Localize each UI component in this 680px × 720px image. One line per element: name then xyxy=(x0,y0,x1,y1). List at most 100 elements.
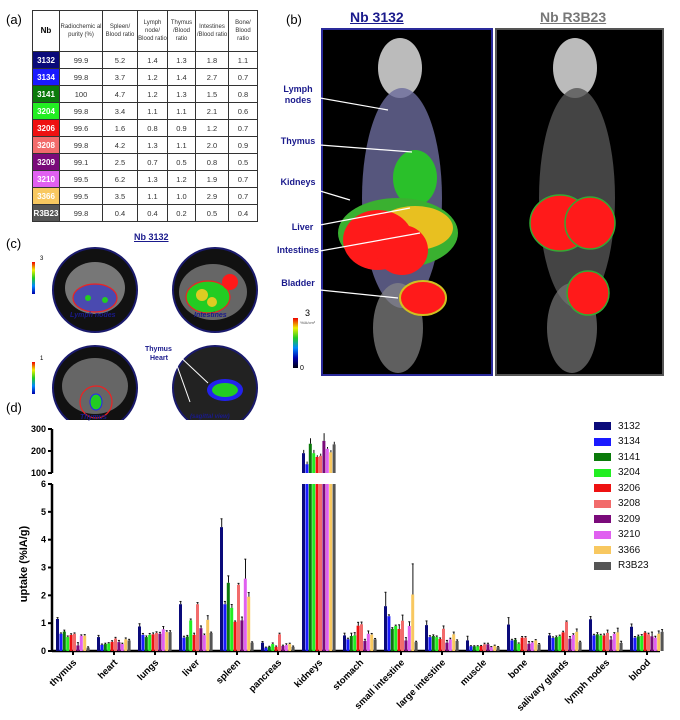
bar-R3B23-stomach xyxy=(373,639,377,651)
bar-3132-heart xyxy=(97,637,100,651)
x-tick-label: lungs xyxy=(135,657,161,683)
legend-item: 3204 xyxy=(594,467,640,479)
legend-item: 3132 xyxy=(594,420,640,432)
legend-item: 3141 xyxy=(594,451,640,463)
legend-swatch xyxy=(594,468,611,477)
bar-3141-small intestine xyxy=(390,628,394,651)
bar-upper-3134-kidneys xyxy=(305,464,309,473)
bar-3366-muscle xyxy=(493,645,497,651)
bar-3210-small intestine xyxy=(407,625,411,651)
bar-3208-spleen xyxy=(237,584,240,651)
table-cell: 1.5 xyxy=(195,85,229,103)
table-cell: 0.7 xyxy=(228,170,258,188)
bar-3209-muscle xyxy=(486,644,490,651)
legend-label: 3141 xyxy=(618,451,641,463)
table-cell: 99.1 xyxy=(59,153,103,171)
table-cell: 1.2 xyxy=(195,119,229,137)
table-cell: 1.1 xyxy=(167,102,196,120)
y-tick-label: 3 xyxy=(41,563,46,573)
table-cell: 99.8 xyxy=(59,204,103,222)
table-cell: 1.1 xyxy=(137,187,168,205)
bar-3210-large intestine xyxy=(448,639,452,651)
image-lymph-nodes xyxy=(52,247,138,333)
legend-label: 3366 xyxy=(618,544,641,556)
bar-3134-salivary glands xyxy=(551,637,555,651)
color-scale-c-top xyxy=(32,262,35,294)
bar-3206-thymus xyxy=(69,634,73,651)
bar-3132-pancreas xyxy=(261,642,264,651)
bar-3206-stomach xyxy=(356,625,360,651)
table-cell: 1.6 xyxy=(102,119,138,137)
table-cell: 1.3 xyxy=(137,136,168,154)
table-header-cell: Nb xyxy=(32,10,60,52)
bar-3209-bone xyxy=(527,643,531,651)
nb-id-cell: 3204 xyxy=(32,102,60,120)
bar-3208-liver xyxy=(196,604,199,651)
legend-swatch xyxy=(594,453,611,461)
table-cell: 1.1 xyxy=(137,102,168,120)
y-tick-label: 6 xyxy=(41,479,46,489)
bar-3209-stomach xyxy=(363,640,367,651)
bar-3366-large intestine xyxy=(452,634,456,651)
bar-3132-small intestine xyxy=(384,606,387,651)
table-cell: 99.8 xyxy=(59,68,103,86)
table-row: 3141 100 4.7 1.2 1.3 1.5 0.8 xyxy=(32,85,258,103)
table-cell: 0.7 xyxy=(228,187,258,205)
bar-3206-pancreas xyxy=(274,646,278,651)
y-tick-label: 100 xyxy=(31,468,46,478)
nanobody-table: Nb Radiochemic al purity (%) Spleen/ Blood… xyxy=(32,10,258,222)
panel-label-c: (c) xyxy=(6,236,22,251)
panel-label-d: (d) xyxy=(6,400,22,415)
bar-3208-stomach xyxy=(360,624,363,651)
nb-id-cell: 3134 xyxy=(32,68,60,86)
bar-3208-small intestine xyxy=(401,620,404,651)
table-row: 3134 99.8 3.7 1.2 1.4 2.7 0.7 xyxy=(32,68,258,86)
bar-3210-muscle xyxy=(489,647,493,651)
panel-label-b: (b) xyxy=(286,12,302,27)
bar-3141-bone xyxy=(513,639,517,651)
bar-R3B23-muscle xyxy=(496,647,500,651)
table-cell: 0.6 xyxy=(228,102,258,120)
table-cell: 1.1 xyxy=(167,136,196,154)
bar-3134-thymus xyxy=(59,633,63,651)
bar-3210-spleen xyxy=(243,578,247,651)
image-thymus xyxy=(52,345,138,420)
legend-swatch xyxy=(594,561,611,570)
table-header-row: Nb Radiochemic al purity (%) Spleen/ Blood… xyxy=(32,10,258,52)
bar-3208-muscle xyxy=(483,644,486,651)
legend-item: 3210 xyxy=(594,529,640,541)
table-cell: 0.5 xyxy=(228,153,258,171)
bar-3209-kidneys xyxy=(322,484,326,651)
bar-3134-blood xyxy=(633,637,637,651)
bar-3210-liver xyxy=(202,635,206,651)
table-cell: 2.5 xyxy=(102,153,138,171)
table-body: 3132 99.9 5.2 1.4 1.3 1.8 1.1 3134 99.8 3.7 1.2 1.4… xyxy=(32,51,258,222)
spect-ct-images xyxy=(320,28,664,376)
bar-3204-muscle xyxy=(476,646,480,651)
axial-images xyxy=(52,247,258,420)
y-tick-label: 0 xyxy=(41,646,46,656)
table-cell: 4.2 xyxy=(102,136,138,154)
table-cell: 0.7 xyxy=(228,68,258,86)
bar-3134-small intestine xyxy=(387,616,391,651)
table-cell: 2.0 xyxy=(195,136,229,154)
table-row: 3209 99.1 2.5 0.7 0.5 0.8 0.5 xyxy=(32,153,258,171)
bar-3204-small intestine xyxy=(394,625,398,651)
bar-3204-thymus xyxy=(66,637,70,651)
table-header-cell: Lymph node/ Blood ratio xyxy=(137,10,168,52)
table-cell: 0.4 xyxy=(228,204,258,222)
x-tick-label: liver xyxy=(181,657,203,679)
bar-3141-liver xyxy=(185,636,189,651)
bar-upper-3132-kidneys xyxy=(302,453,305,473)
nb-id-cell: 3209 xyxy=(32,153,60,171)
bar-3141-muscle xyxy=(472,646,476,651)
bar-3204-salivary glands xyxy=(558,636,562,651)
color-scale-c-bottom xyxy=(32,362,35,394)
table-header-cell: Bone/ Blood ratio xyxy=(228,10,258,52)
bar-3141-pancreas xyxy=(267,646,271,651)
bar-3209-salivary glands xyxy=(568,638,572,651)
bar-3366-lungs xyxy=(165,632,169,651)
bar-3208-salivary glands xyxy=(565,621,568,651)
legend-label: 3204 xyxy=(618,467,641,478)
bar-3134-lungs xyxy=(141,634,145,651)
